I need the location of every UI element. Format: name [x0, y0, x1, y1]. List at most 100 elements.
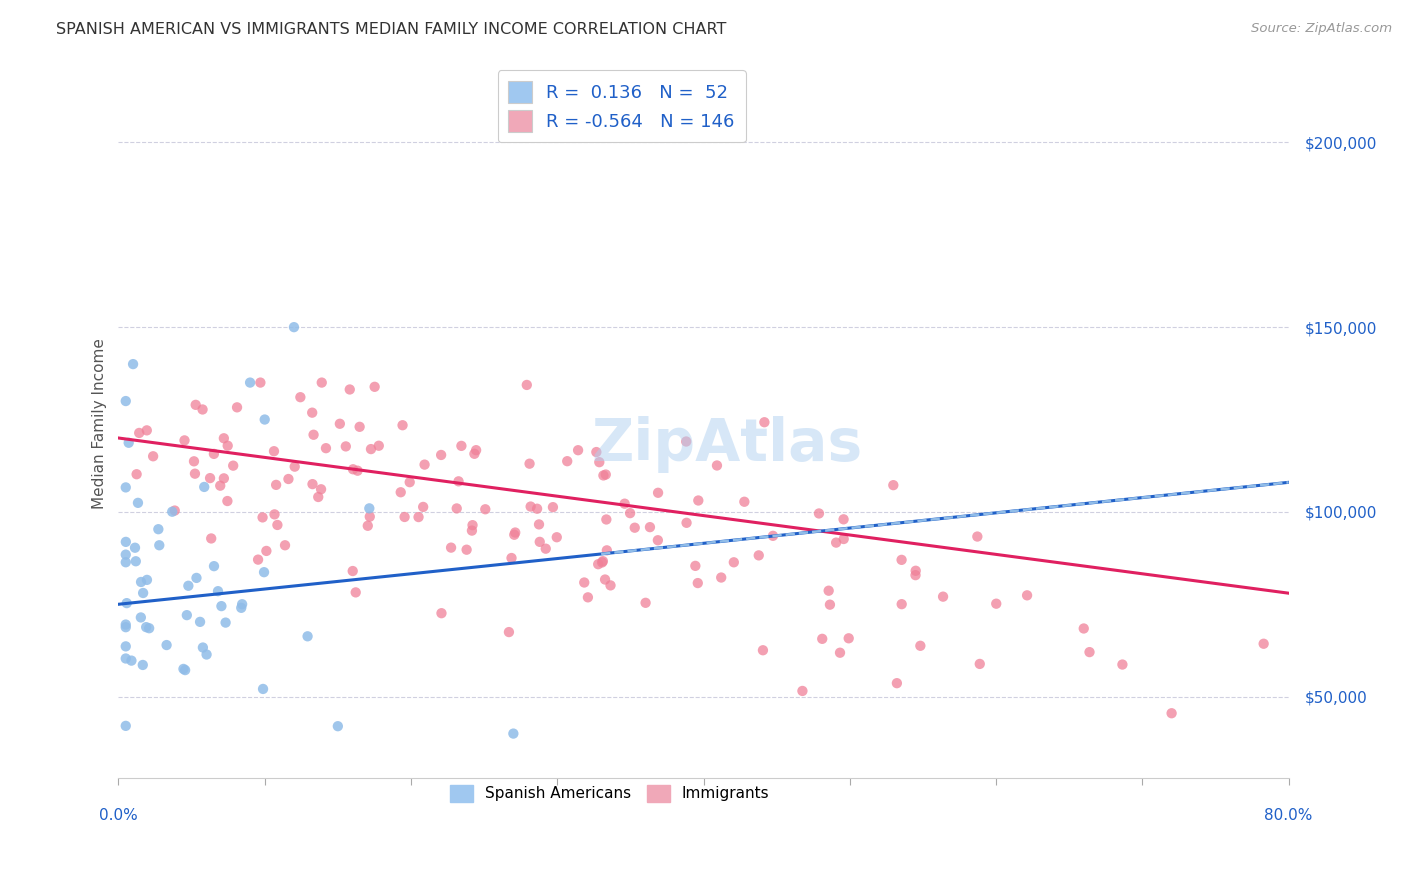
Point [186, 571, 208, 585]
Point [252, 510, 274, 524]
Point [202, 447, 225, 461]
Text: Source: ZipAtlas.com: Source: ZipAtlas.com [1251, 22, 1392, 36]
Point [200, 532, 222, 546]
Point [183, 454, 205, 468]
Point [207, 584, 229, 599]
Point [217, 439, 239, 453]
Point [301, 406, 323, 420]
Point [413, 458, 436, 472]
Point [249, 376, 271, 390]
Point [465, 443, 488, 458]
Point [623, 521, 645, 535]
Text: SPANISH AMERICAN VS IMMIGRANTS MEDIAN FAMILY INCOME CORRELATION CHART: SPANISH AMERICAN VS IMMIGRANTS MEDIAN FA… [56, 22, 727, 37]
Point [231, 600, 253, 615]
Point [184, 467, 207, 481]
Point [252, 681, 274, 696]
Point [586, 558, 609, 572]
Point [762, 529, 785, 543]
Point [723, 555, 745, 569]
Point [675, 516, 697, 530]
Point [360, 442, 382, 456]
Point [596, 543, 619, 558]
Point [546, 530, 568, 544]
Point [567, 443, 589, 458]
Point [202, 559, 225, 574]
Point [519, 457, 541, 471]
Point [226, 401, 249, 415]
Point [339, 383, 361, 397]
Point [302, 427, 325, 442]
Point [828, 646, 851, 660]
Point [346, 464, 368, 478]
Y-axis label: Median Family Income: Median Family Income [93, 338, 107, 508]
Point [274, 538, 297, 552]
Point [1017, 588, 1039, 602]
Point [807, 507, 830, 521]
Point [904, 564, 927, 578]
Point [263, 444, 285, 458]
Point [357, 518, 380, 533]
Point [125, 467, 148, 482]
Point [498, 625, 520, 640]
Point [148, 538, 170, 552]
Text: 0.0%: 0.0% [98, 808, 138, 823]
Point [529, 534, 551, 549]
Point [394, 510, 416, 524]
Point [212, 431, 235, 445]
Point [595, 512, 617, 526]
Point [592, 554, 614, 568]
Point [1111, 657, 1133, 672]
Point [129, 574, 152, 589]
Point [969, 657, 991, 671]
Point [503, 528, 526, 542]
Point [706, 458, 728, 473]
Point [754, 415, 776, 429]
Point [752, 643, 775, 657]
Point [155, 638, 177, 652]
Point [527, 517, 550, 532]
Point [1073, 622, 1095, 636]
Point [172, 662, 194, 676]
Point [811, 632, 834, 646]
Point [301, 477, 323, 491]
Point [125, 554, 148, 568]
Point [195, 648, 218, 662]
Point [825, 535, 848, 549]
Point [122, 357, 145, 371]
Point [634, 596, 657, 610]
Point [886, 676, 908, 690]
Point [264, 478, 287, 492]
Point [526, 501, 548, 516]
Point [222, 458, 245, 473]
Point [114, 555, 136, 569]
Point [391, 418, 413, 433]
Point [595, 467, 617, 482]
Point [177, 579, 200, 593]
Point [329, 417, 352, 431]
Point [163, 503, 186, 517]
Point [212, 471, 235, 485]
Point [135, 620, 157, 634]
Point [307, 490, 329, 504]
Point [733, 495, 755, 509]
Point [114, 640, 136, 654]
Point [231, 597, 253, 611]
Point [136, 573, 159, 587]
Point [128, 425, 150, 440]
Point [686, 576, 709, 591]
Point [574, 575, 596, 590]
Point [120, 654, 142, 668]
Point [188, 615, 211, 629]
Point [253, 565, 276, 579]
Point [503, 525, 526, 540]
Point [588, 455, 610, 469]
Point [592, 468, 614, 483]
Point [450, 439, 472, 453]
Point [176, 608, 198, 623]
Point [132, 657, 155, 672]
Point [585, 445, 607, 459]
Point [638, 520, 661, 534]
Point [817, 583, 839, 598]
Point [882, 478, 904, 492]
Point [297, 629, 319, 643]
